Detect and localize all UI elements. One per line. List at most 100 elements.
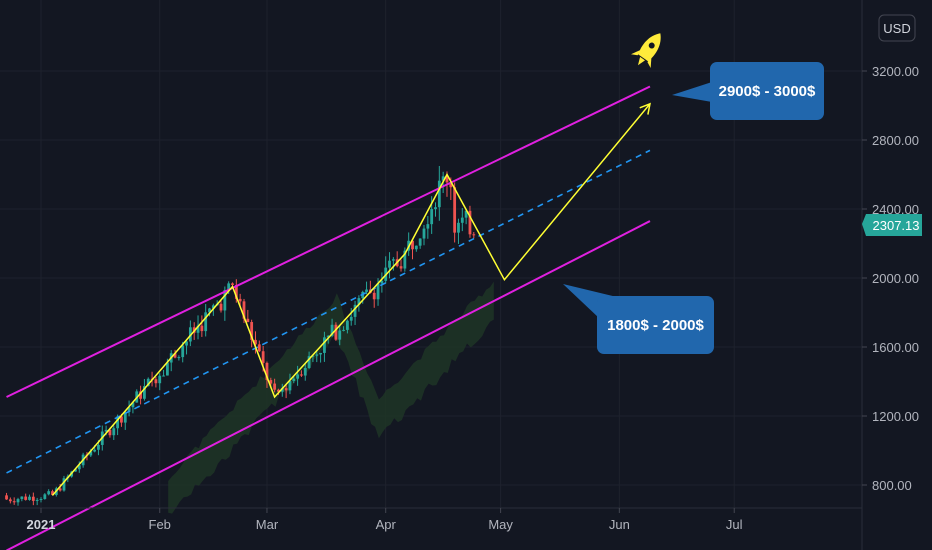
candle-body — [158, 375, 162, 384]
y-tick-label: 1600.00 — [872, 340, 919, 355]
callout-label: 1800$ - 2000$ — [607, 317, 704, 334]
candle-body — [296, 374, 300, 379]
candle-body — [349, 316, 353, 321]
candle-body — [303, 368, 307, 376]
x-axis[interactable]: 2021 Feb Mar Apr May Jun Jul — [27, 508, 743, 532]
zigzag-line[interactable] — [51, 103, 651, 496]
candles — [5, 165, 476, 506]
currency-badge[interactable]: USD — [878, 14, 916, 42]
candle-body — [211, 305, 215, 309]
channel-middle-line[interactable] — [6, 149, 651, 474]
candle-body — [257, 344, 261, 352]
candle-body — [346, 320, 349, 330]
candle-body — [227, 283, 231, 291]
candle-body — [120, 416, 123, 423]
candle-body — [468, 210, 472, 235]
candle-body — [311, 355, 315, 357]
target-callout[interactable]: 1800$ - 2000$ — [563, 284, 714, 354]
candle-body — [28, 496, 31, 500]
candle-body — [403, 250, 407, 269]
candle-body — [460, 217, 464, 223]
y-tick-label: 1200.00 — [872, 409, 919, 424]
candle-body — [422, 228, 426, 239]
candle-body — [200, 325, 204, 332]
candle-body — [414, 245, 418, 250]
target-callout[interactable]: 2900$ - 3000$ — [672, 62, 824, 120]
x-tick-label: Jun — [609, 517, 630, 532]
candle-body — [326, 335, 330, 338]
candle-body — [250, 322, 254, 340]
callout-label: 2900$ - 3000$ — [719, 83, 816, 100]
candle-body — [365, 289, 368, 292]
candle-body — [204, 312, 208, 332]
candle-body — [334, 324, 338, 340]
candle-body — [12, 501, 16, 503]
candle-body — [47, 491, 51, 495]
candle-body — [449, 182, 453, 188]
candle-body — [418, 238, 422, 246]
candle-body — [177, 357, 181, 359]
candle-body — [8, 499, 12, 502]
candle-body — [300, 374, 303, 376]
candle-body — [464, 210, 468, 218]
candle-body — [112, 428, 116, 436]
candle-body — [330, 324, 334, 336]
candle-body — [441, 176, 445, 181]
candle-body — [372, 292, 376, 300]
candle-body — [261, 351, 265, 363]
candle-body — [31, 496, 35, 501]
candle-body — [77, 465, 81, 470]
candle-body — [20, 496, 24, 500]
candle-body — [219, 303, 223, 311]
x-tick-label: 2021 — [27, 517, 56, 532]
zigzag-arrowhead — [639, 102, 651, 115]
y-tick-label: 800.00 — [872, 478, 912, 493]
candle-body — [391, 259, 395, 261]
y-axis[interactable]: 3200.00 2800.00 2400.00 2000.00 1600.00 1200.… — [862, 64, 919, 493]
candle-body — [185, 341, 188, 346]
candle-body — [181, 345, 185, 358]
candle-body — [223, 290, 227, 311]
candle-body — [426, 224, 430, 229]
channel-lower-line[interactable] — [6, 220, 651, 550]
candle-body — [445, 176, 449, 183]
callouts: 2900$ - 3000$ 1800$ - 2000$ — [563, 62, 824, 354]
candle-body — [154, 379, 158, 384]
last-price-tag: 2307.13 — [862, 214, 922, 236]
currency-label: USD — [883, 21, 910, 36]
x-tick-label: Mar — [256, 517, 279, 532]
candle-body — [58, 488, 62, 491]
candle-body — [246, 318, 250, 323]
candle-body — [430, 209, 434, 225]
candle-body — [62, 478, 66, 491]
candle-body — [146, 378, 150, 387]
candle-body — [357, 298, 361, 305]
zigzag-projection — [51, 102, 651, 496]
candle-body — [319, 352, 322, 355]
candle-body — [35, 499, 39, 501]
candle-body — [307, 356, 311, 369]
price-channel — [6, 85, 651, 550]
candle-body — [242, 301, 246, 319]
y-tick-label: 2800.00 — [872, 133, 919, 148]
callout-box — [710, 62, 824, 120]
candle-body — [457, 222, 460, 233]
candle-body — [238, 298, 242, 302]
last-price-label: 2307.13 — [873, 218, 920, 233]
cloud-area — [168, 281, 494, 514]
callout-box — [597, 296, 714, 354]
candle-body — [273, 383, 277, 390]
candle-body — [162, 375, 165, 377]
candle-body — [234, 285, 238, 299]
candle-body — [323, 337, 326, 353]
candle-body — [196, 325, 200, 333]
candle-body — [93, 449, 97, 452]
candle-body — [104, 429, 108, 432]
y-tick-label: 3200.00 — [872, 64, 919, 79]
candle-body — [97, 444, 100, 450]
candle-body — [51, 491, 54, 495]
x-tick-label: May — [488, 517, 513, 532]
y-tick-label: 2400.00 — [872, 202, 919, 217]
channel-upper-line[interactable] — [6, 85, 651, 398]
